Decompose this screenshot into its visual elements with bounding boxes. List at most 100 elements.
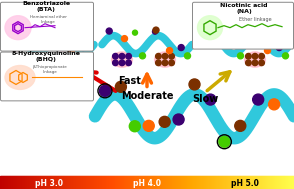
Circle shape (259, 53, 264, 59)
Text: pH 4.0: pH 4.0 (133, 179, 161, 187)
Text: Fast: Fast (118, 76, 141, 86)
Circle shape (269, 99, 280, 110)
Circle shape (119, 53, 125, 59)
Circle shape (143, 120, 154, 131)
Text: Ether linkage: Ether linkage (239, 17, 271, 22)
Text: β-Thiopropionate
linkage: β-Thiopropionate linkage (33, 65, 67, 74)
Ellipse shape (5, 16, 31, 40)
Circle shape (113, 53, 118, 59)
Circle shape (133, 30, 138, 35)
Circle shape (121, 36, 128, 42)
Circle shape (153, 29, 158, 34)
Circle shape (59, 53, 65, 59)
FancyBboxPatch shape (193, 2, 293, 49)
Text: Slow: Slow (192, 94, 218, 104)
Circle shape (80, 45, 86, 50)
Circle shape (225, 30, 230, 35)
Circle shape (252, 60, 258, 66)
Circle shape (49, 29, 54, 34)
Circle shape (156, 53, 161, 59)
Circle shape (185, 53, 191, 59)
Circle shape (219, 136, 230, 147)
Circle shape (31, 62, 36, 68)
Circle shape (153, 27, 159, 33)
Circle shape (37, 55, 43, 61)
Ellipse shape (245, 52, 265, 67)
Circle shape (113, 60, 118, 66)
Ellipse shape (5, 66, 35, 89)
Circle shape (245, 53, 251, 59)
Circle shape (69, 31, 74, 36)
Ellipse shape (198, 16, 223, 40)
Circle shape (245, 60, 251, 66)
Circle shape (251, 27, 257, 33)
Ellipse shape (52, 52, 72, 67)
Circle shape (276, 45, 282, 50)
Circle shape (139, 53, 146, 59)
Circle shape (24, 36, 29, 42)
Circle shape (115, 81, 126, 92)
Circle shape (205, 94, 216, 105)
Circle shape (252, 53, 258, 59)
Circle shape (12, 60, 18, 66)
Circle shape (204, 28, 210, 34)
Circle shape (283, 53, 288, 59)
Circle shape (44, 62, 49, 68)
Circle shape (99, 85, 111, 96)
Circle shape (55, 27, 61, 33)
Circle shape (106, 28, 112, 34)
Circle shape (189, 79, 200, 90)
Circle shape (59, 60, 65, 66)
Circle shape (169, 53, 174, 59)
Circle shape (156, 60, 161, 66)
Circle shape (265, 48, 270, 53)
Circle shape (235, 120, 246, 131)
Circle shape (162, 60, 168, 66)
Circle shape (19, 53, 24, 59)
Circle shape (66, 60, 71, 66)
Circle shape (37, 62, 43, 68)
Circle shape (253, 94, 264, 105)
Circle shape (53, 53, 58, 59)
FancyBboxPatch shape (1, 52, 93, 101)
Text: Nicotinic acid
(NA): Nicotinic acid (NA) (220, 3, 268, 14)
Circle shape (19, 60, 24, 66)
Circle shape (12, 53, 18, 59)
Text: pH 5.0: pH 5.0 (231, 179, 259, 187)
Circle shape (220, 36, 225, 42)
Circle shape (169, 60, 174, 66)
Circle shape (6, 53, 11, 59)
Ellipse shape (5, 52, 25, 67)
Circle shape (259, 60, 264, 66)
Circle shape (129, 121, 140, 132)
Circle shape (126, 60, 131, 66)
Circle shape (69, 48, 74, 53)
Circle shape (159, 116, 170, 127)
Circle shape (126, 53, 131, 59)
Circle shape (166, 48, 173, 53)
Text: Hemiaminal ether
linkage: Hemiaminal ether linkage (29, 15, 66, 24)
Circle shape (86, 53, 93, 59)
Circle shape (41, 53, 48, 59)
Circle shape (238, 53, 243, 59)
Circle shape (8, 28, 14, 34)
Circle shape (162, 53, 168, 59)
Circle shape (178, 45, 184, 50)
Ellipse shape (112, 52, 132, 67)
Circle shape (53, 60, 58, 66)
Circle shape (66, 53, 71, 59)
Circle shape (44, 55, 49, 61)
Text: 8-Hydroxyquinoline
(BHQ): 8-Hydroxyquinoline (BHQ) (11, 51, 81, 62)
Circle shape (119, 60, 125, 66)
Circle shape (23, 32, 28, 37)
Circle shape (173, 114, 184, 125)
Circle shape (6, 60, 11, 66)
Circle shape (265, 30, 270, 35)
Text: Benzotriazole
(BTA): Benzotriazole (BTA) (22, 1, 70, 12)
Text: Moderate: Moderate (121, 91, 173, 101)
Circle shape (31, 55, 36, 61)
Text: pH 3.0: pH 3.0 (35, 179, 63, 187)
Ellipse shape (155, 52, 176, 67)
FancyBboxPatch shape (1, 2, 93, 51)
Ellipse shape (30, 54, 50, 69)
